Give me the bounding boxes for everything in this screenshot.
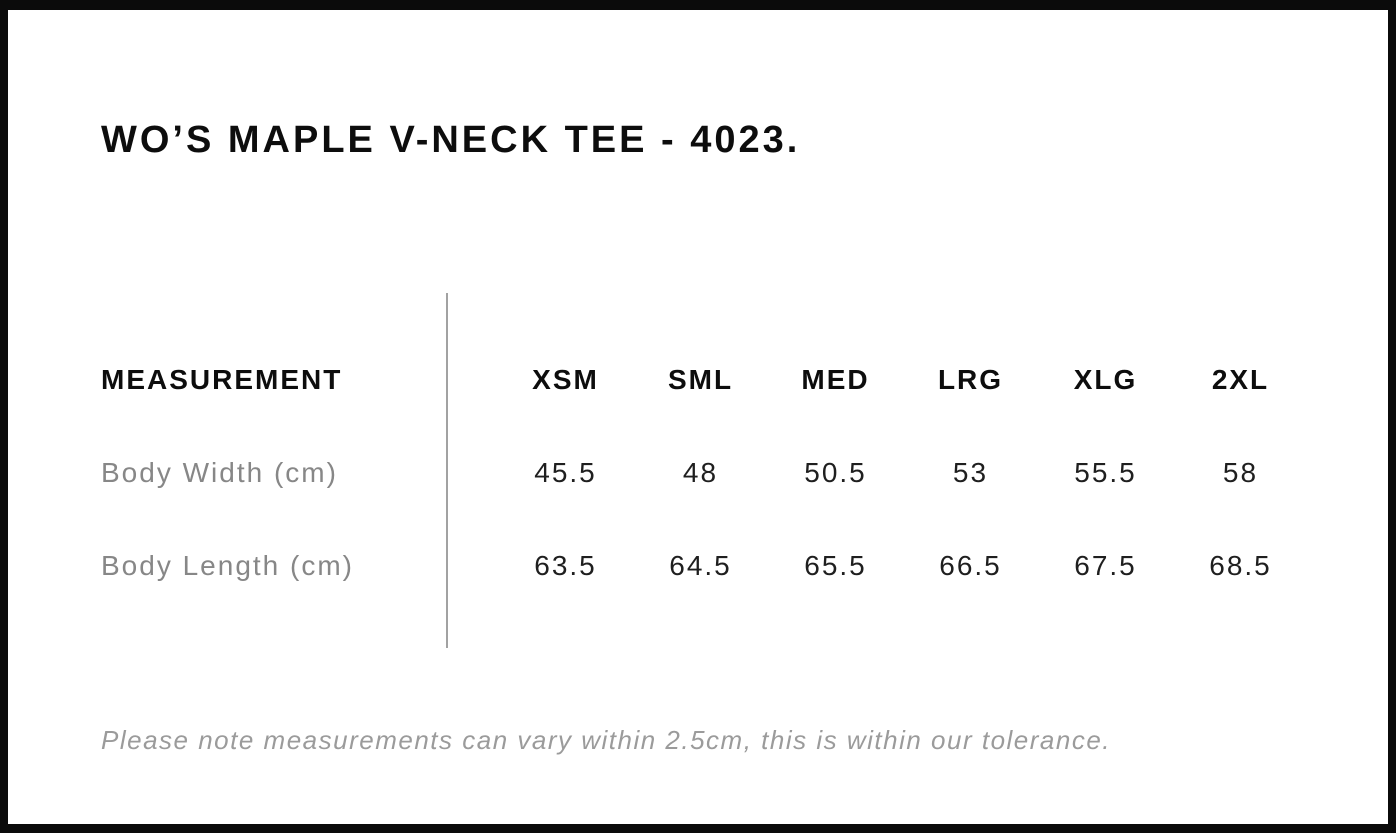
body-length-med: 65.5 — [804, 549, 867, 581]
tolerance-note: Please note measurements can vary within… — [101, 725, 1112, 755]
body-width-sml: 48 — [682, 456, 719, 488]
body-length-2xl: 68.5 — [1209, 549, 1272, 581]
body-length-sml: 64.5 — [669, 549, 732, 581]
body-width-xsm: 45.5 — [534, 456, 597, 488]
product-title: WO’S MAPLE V-NECK TEE - 4023. — [101, 119, 801, 161]
size-table: MEASUREMENT XSM SML MED LRG XLG 2XL Body… — [101, 333, 1308, 612]
size-header-med: MED — [801, 363, 870, 395]
table-divider-line — [446, 293, 448, 648]
size-header-xlg: XLG — [1073, 363, 1138, 395]
size-header-xsm: XSM — [532, 363, 599, 395]
size-header-lrg: LRG — [937, 363, 1004, 395]
row-label-body-length: Body Length (cm) — [101, 549, 354, 581]
row-label-body-width: Body Width (cm) — [101, 456, 338, 488]
size-header-sml: SML — [667, 363, 734, 395]
size-header-2xl: 2XL — [1211, 363, 1270, 395]
body-width-lrg: 53 — [952, 456, 989, 488]
body-width-2xl: 58 — [1222, 456, 1259, 488]
body-width-xlg: 55.5 — [1074, 456, 1137, 488]
body-length-lrg: 66.5 — [939, 549, 1002, 581]
measurement-column-header: MEASUREMENT — [101, 363, 343, 395]
body-length-xlg: 67.5 — [1074, 549, 1137, 581]
body-width-med: 50.5 — [804, 456, 867, 488]
body-length-xsm: 63.5 — [534, 549, 597, 581]
